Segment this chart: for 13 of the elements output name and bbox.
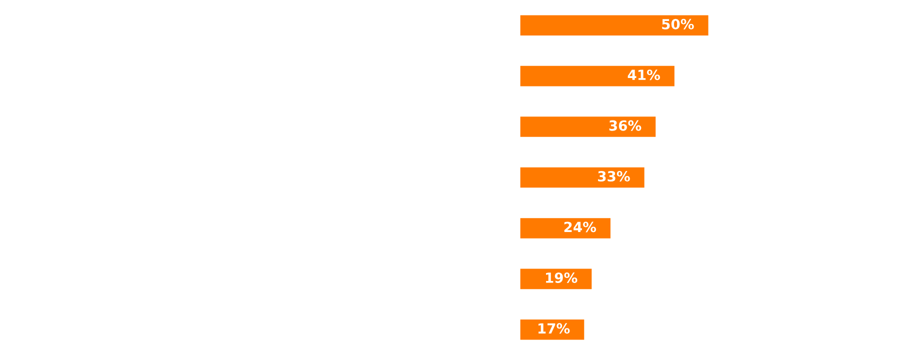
data-label: 19% [546, 272, 578, 283]
bar [520, 218, 610, 238]
bar [520, 15, 708, 36]
bar [520, 320, 584, 340]
data-label: 17% [538, 323, 570, 334]
data-label: 50% [662, 18, 694, 30]
data-label: 36% [609, 120, 642, 131]
data-label: 24% [564, 222, 596, 232]
bar [520, 116, 656, 137]
bar [520, 167, 644, 188]
bar [520, 66, 674, 86]
data-label: 41% [628, 70, 660, 80]
data-label: 33% [598, 171, 630, 182]
